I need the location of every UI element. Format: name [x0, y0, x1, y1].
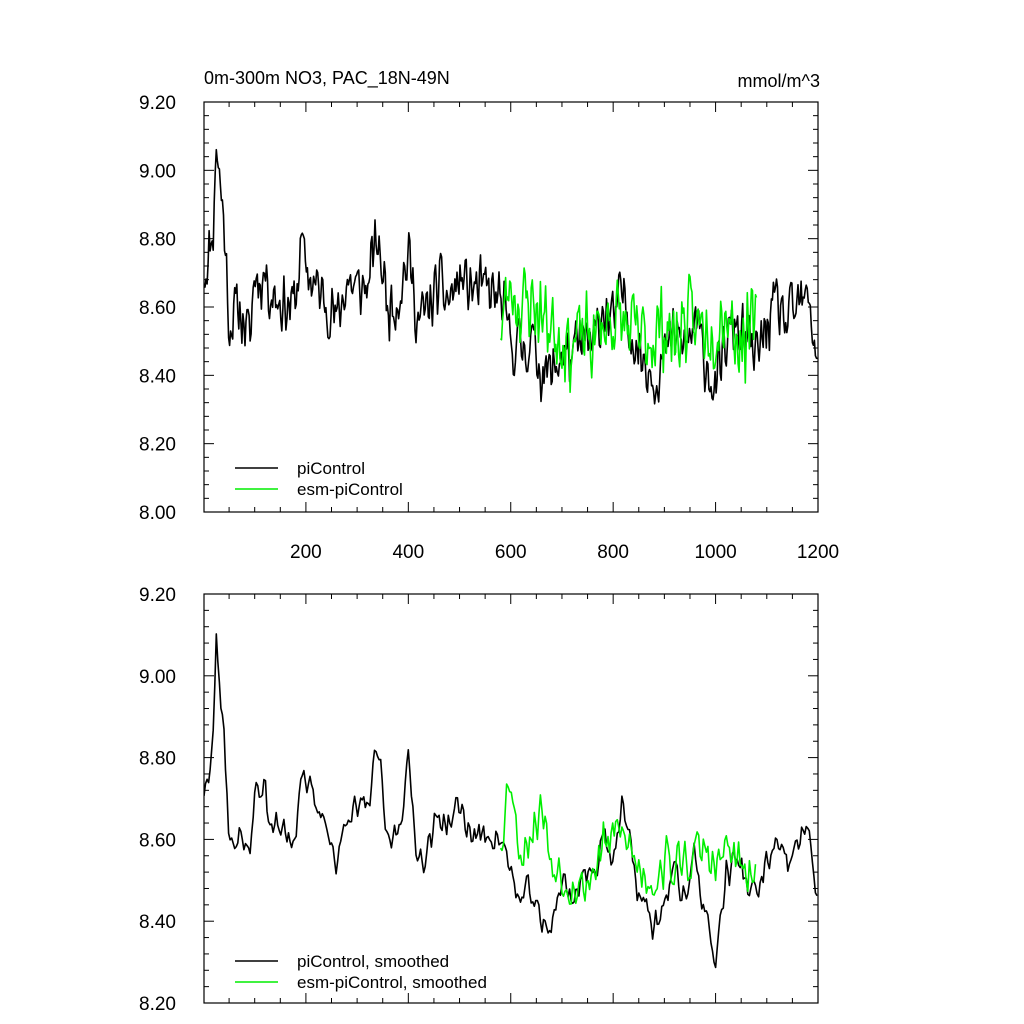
x-tick-label: 1200 [797, 542, 839, 563]
series-line-esm-picontrol [499, 267, 758, 393]
x-tick-label: 200 [290, 542, 322, 563]
top-chart-units: mmol/m^3 [738, 71, 820, 91]
y-tick-label: 8.80 [139, 230, 176, 251]
y-tick-label: 8.20 [139, 435, 176, 456]
legend-label: esm-piControl, smoothed [297, 973, 487, 992]
series-line-esm-picontrol-smoothed [499, 783, 757, 905]
y-tick-label: 8.60 [139, 830, 176, 851]
y-tick-label: 8.60 [139, 298, 176, 319]
series-line-picontrol-smoothed [204, 633, 818, 969]
y-tick-label: 8.40 [139, 912, 176, 933]
bottom-chart: 8.20 8.40 8.60 8.80 9.00 9.20 piControl, smoot… [139, 585, 819, 1015]
y-tick-label: 9.00 [139, 667, 176, 688]
x-tick-label: 1000 [694, 542, 736, 563]
x-tick-label: 600 [495, 542, 527, 563]
x-tick-label: 400 [392, 542, 424, 563]
y-tick-label: 9.20 [139, 93, 176, 114]
legend-label: esm-piControl [297, 480, 403, 499]
y-tick-label: 8.40 [139, 366, 176, 387]
y-tick-label: 9.00 [139, 161, 176, 182]
y-tick-label: 8.00 [139, 503, 176, 524]
y-tick-label: 8.20 [139, 994, 176, 1015]
y-tick-label: 8.80 [139, 749, 176, 770]
x-tick-label: 800 [597, 542, 629, 563]
y-tick-label: 9.20 [139, 585, 176, 606]
series-line-picontrol [204, 148, 818, 405]
top-chart: 8.00 8.20 8.40 8.60 8.80 9.00 9.20 200 400 600 800… [139, 93, 839, 563]
legend-label: piControl [297, 459, 365, 478]
top-chart-title: 0m-300m NO3, PAC_18N-49N [204, 68, 450, 89]
legend-label: piControl, smoothed [297, 952, 449, 971]
